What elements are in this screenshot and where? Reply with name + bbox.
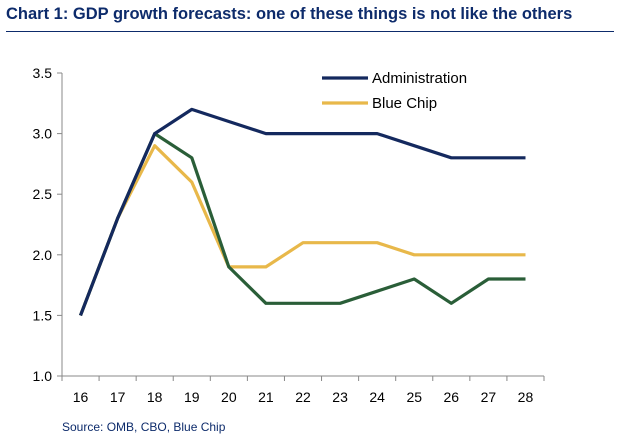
x-tick-label: 25 (406, 389, 422, 405)
y-tick-label: 3.5 (33, 65, 53, 81)
axes: 1.0 1.5 2.0 2.5 3.0 3.5 16 17 18 19 20 21 22 23 24 25 26… (33, 65, 545, 405)
x-tick-label: 23 (332, 389, 348, 405)
y-tick-label: 1.0 (33, 368, 53, 384)
x-tick-label: 18 (147, 389, 163, 405)
x-tick-label: 26 (444, 389, 460, 405)
legend-label: Blue Chip (372, 95, 437, 112)
x-tick-label: 19 (184, 389, 200, 405)
y-tick-label: 3.0 (33, 126, 53, 142)
chart-title: Chart 1: GDP growth forecasts: one of th… (6, 5, 573, 23)
series-line-blue-chip (79, 144, 526, 316)
legend-label: Administration (372, 70, 467, 87)
series-line-administration (79, 107, 526, 316)
title-rule (6, 31, 614, 32)
x-tick-label: 27 (481, 389, 497, 405)
x-tick-label: 17 (110, 389, 126, 405)
x-tick-label: 28 (518, 389, 534, 405)
source-note: Source: OMB, CBO, Blue Chip (62, 420, 226, 434)
y-tick-label: 2.0 (33, 247, 53, 263)
legend: Administration Blue Chip (322, 70, 467, 112)
x-tick-label: 24 (369, 389, 385, 405)
y-tick-label: 2.5 (33, 186, 53, 202)
series-lines (79, 107, 526, 316)
y-tick-label: 1.5 (33, 307, 53, 323)
x-tick-label: 22 (295, 389, 311, 405)
x-tick-label: 21 (258, 389, 274, 405)
x-tick-label: 20 (221, 389, 237, 405)
x-tick-label: 16 (73, 389, 89, 405)
